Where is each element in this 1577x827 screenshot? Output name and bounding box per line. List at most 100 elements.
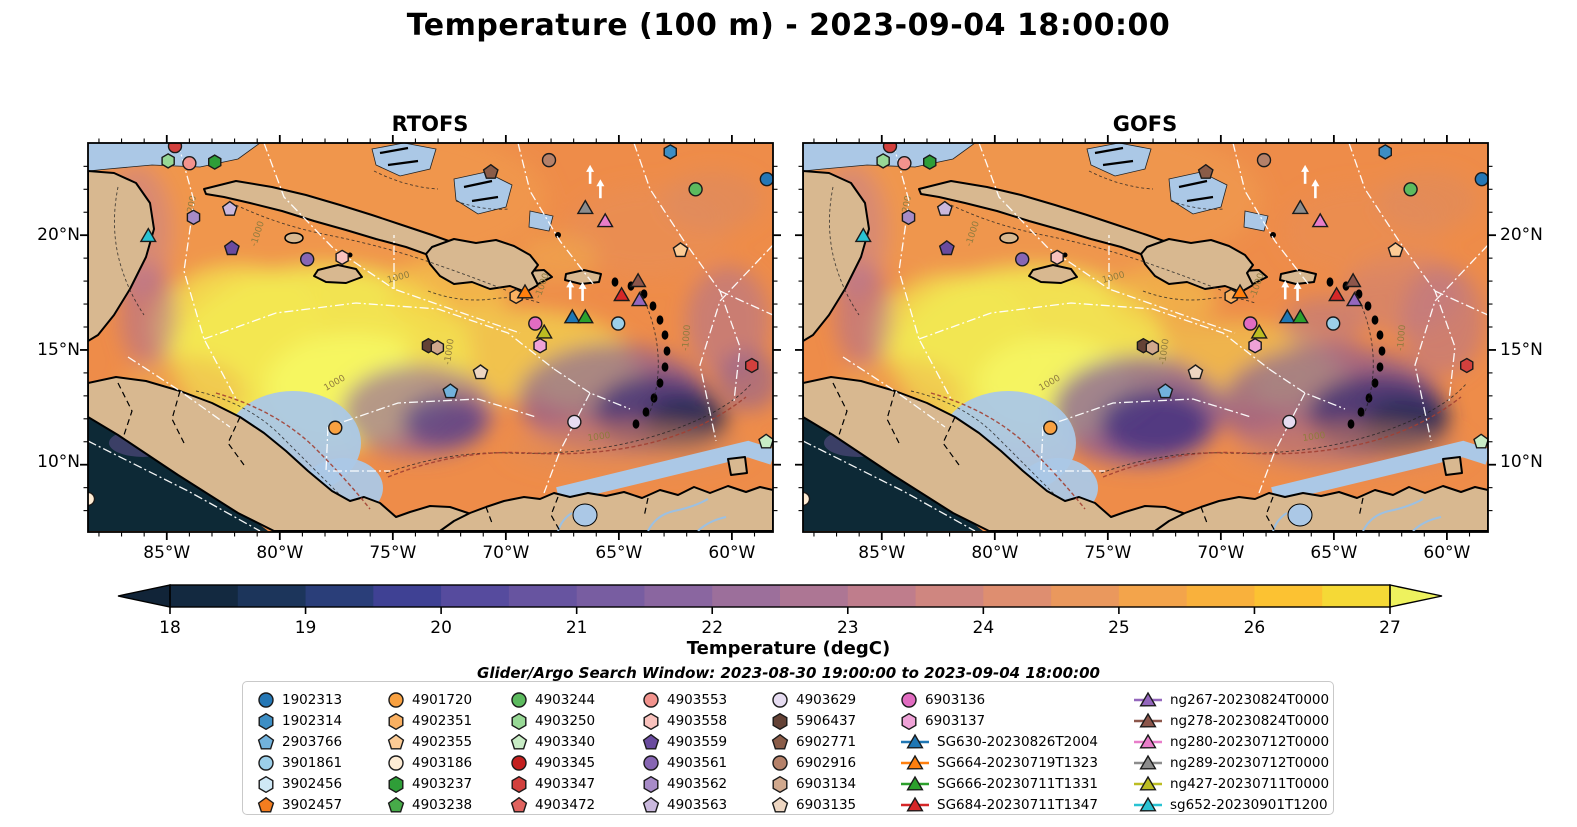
country-border	[1358, 497, 1364, 518]
landmass	[88, 170, 155, 342]
marker-ng289	[576, 199, 594, 215]
contour-label: 1000	[587, 431, 611, 444]
pentagon-marker-icon	[257, 796, 275, 813]
eez-boundary-line	[543, 392, 591, 494]
legend-entry-label: ng278-20230824T0000	[1170, 712, 1330, 729]
eez-boundary-line	[719, 290, 773, 316]
colorbar-segment	[1051, 585, 1120, 607]
legend-entry-4903340: 4903340	[510, 731, 595, 752]
legend-entry-label: 4903186	[412, 754, 473, 771]
lesser-antilles-island	[1364, 301, 1372, 311]
figure-title: Temperature (100 m) - 2023-09-04 18:00:0…	[406, 8, 1171, 43]
legend-entry-4903237: 4903237	[387, 773, 472, 794]
legend-entry-4903562: 4903562	[642, 773, 727, 794]
colorbar-tick-label: 20	[430, 618, 452, 638]
map-border	[87, 142, 774, 533]
glider-track-icon	[1134, 712, 1162, 728]
pentagon-marker-icon	[257, 733, 275, 750]
map-rtofs: -1000 1000 -1000 -1000 1000 1000 -1000 200	[80, 135, 781, 540]
eez-boundary-line	[263, 143, 521, 334]
marker-SG630	[1278, 308, 1296, 324]
lesser-antilles-island	[656, 378, 664, 388]
legend-entry-label: ng289-20230712T0000	[1170, 754, 1330, 771]
lat-tick-label-right: 20°N	[1500, 225, 1543, 246]
bahama-island	[1178, 179, 1208, 189]
lesser-antilles-island	[1378, 346, 1386, 356]
landmass	[313, 264, 363, 284]
colorbar-segment	[508, 585, 578, 607]
colorbar-tick-label: 25	[1108, 618, 1130, 638]
marker-4903558	[1050, 249, 1064, 266]
hexagon-marker-icon	[772, 775, 788, 793]
legend-entry-label: 3902457	[282, 796, 343, 813]
search-window-subtitle: Glider/Argo Search Window: 2023-08-30 19…	[477, 664, 1100, 682]
legend-entry-label: 4903558	[667, 712, 728, 729]
glider-track-icon	[901, 796, 929, 812]
colorbar-left-arrow	[117, 584, 171, 608]
hexagon-marker-icon	[511, 712, 527, 730]
marker-2903766	[442, 383, 459, 399]
glider-heading-arrowhead	[1311, 179, 1320, 187]
legend-entry-4903563: 4903563	[642, 794, 727, 815]
glider-heading-arrowhead	[586, 164, 595, 172]
isla-juventud	[999, 232, 1019, 244]
bathymetry-contour	[1170, 200, 1224, 210]
legend-entry-label: 6903137	[925, 712, 986, 729]
bahama-island	[379, 146, 409, 155]
eez-boundary-line	[327, 398, 537, 428]
colorbar-segment	[373, 585, 442, 607]
legend-entry-label: 4903244	[535, 691, 596, 708]
colorbar-segment	[915, 585, 984, 607]
legend-entry-5906437: 5906437	[771, 710, 856, 731]
legend-entry-4902355: 4902355	[387, 731, 472, 752]
bahama-bank	[528, 210, 554, 232]
marker-6902916	[1256, 152, 1272, 168]
marker-4903563	[221, 200, 238, 216]
marker-4903553	[897, 156, 912, 171]
pentagon-marker-icon	[771, 733, 789, 750]
legend-entry-label: 6902771	[796, 733, 857, 750]
marker-4903340	[1473, 433, 1488, 449]
legend-entry-label: 4903250	[535, 712, 596, 729]
marker-4903237	[922, 154, 937, 170]
venezuela-shelf	[1271, 440, 1488, 503]
eez-boundary-line	[1232, 143, 1310, 286]
contour-label: 1000	[1302, 431, 1326, 444]
circle-marker-icon	[258, 691, 274, 708]
marker-4903553	[182, 156, 197, 171]
lesser-antilles-island	[661, 362, 669, 372]
marker-4903559	[223, 240, 240, 256]
lon-tick-label: 60°W	[1423, 543, 1471, 563]
legend-entry-label: 4903340	[535, 733, 596, 750]
glider-heading-arrowhead	[1281, 280, 1290, 288]
hexagon-marker-icon	[901, 712, 917, 730]
marker-6903136	[1243, 316, 1258, 331]
marker-4903186	[88, 491, 96, 507]
glider-track-icon	[901, 754, 929, 770]
bathymetry-contour-red	[930, 392, 1086, 510]
legend-entry-label: SG664-20230719T1323	[937, 754, 1098, 771]
lat-tick-label-right: 10°N	[1500, 451, 1543, 472]
marker-6903134	[430, 339, 445, 356]
circle-marker-icon	[388, 691, 404, 708]
legend-entry-ng427-20230711T0000: ng427-20230711T0000	[1133, 773, 1329, 794]
legend-entry-label: ng267-20230824T0000	[1170, 691, 1330, 708]
marker-SG664	[1231, 283, 1249, 299]
eez-boundary-line	[517, 143, 595, 286]
axis-ticks	[795, 135, 1496, 540]
marker-4903340	[758, 433, 773, 449]
marker-ng427	[535, 323, 553, 339]
marker-4903558	[335, 249, 349, 266]
lat-tick-label-left: 20°N	[37, 225, 80, 246]
map-border	[802, 142, 1489, 533]
marker-SG630	[563, 308, 581, 324]
colorbar-segment	[237, 585, 307, 607]
country-border	[643, 497, 649, 518]
legend-entry-4903561: 4903561	[642, 752, 727, 773]
marker-1902313	[1474, 171, 1488, 187]
bathymetry-contour	[235, 204, 509, 292]
legend-entry-label: 6903134	[796, 775, 857, 792]
landmass	[1442, 456, 1463, 476]
lesser-antilles-island	[1376, 330, 1384, 340]
